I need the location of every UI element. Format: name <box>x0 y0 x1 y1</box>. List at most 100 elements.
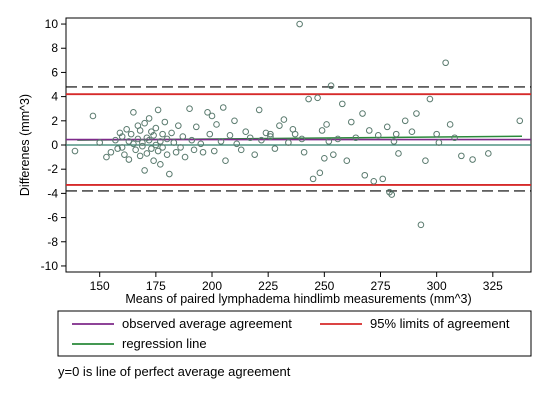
data-point <box>222 157 229 165</box>
data-point <box>296 20 303 28</box>
data-point <box>305 95 312 103</box>
data-point <box>161 118 169 126</box>
y-tick-label: 2 <box>51 114 58 128</box>
data-point <box>163 135 171 143</box>
y-tick-label: 8 <box>51 41 58 55</box>
data-point <box>300 148 308 156</box>
data-point <box>150 132 157 139</box>
data-point <box>408 128 416 135</box>
y-tick-label: -8 <box>47 235 58 249</box>
data-point <box>159 144 166 151</box>
data-point <box>166 170 173 178</box>
data-point <box>139 139 146 146</box>
data-point <box>154 106 162 114</box>
data-point <box>446 121 454 128</box>
data-point <box>114 145 121 152</box>
data-point <box>352 134 360 142</box>
data-point <box>192 123 200 131</box>
y-tick-label: -2 <box>47 162 58 176</box>
data-point <box>334 135 342 143</box>
data-point <box>361 171 369 179</box>
data-point <box>143 150 151 157</box>
y-tick-label: 10 <box>45 17 59 31</box>
y-axis-label: Differenes (mm^3) <box>18 94 32 196</box>
data-point <box>136 127 144 134</box>
data-point <box>226 132 234 139</box>
data-point <box>217 138 225 145</box>
data-point <box>330 151 337 158</box>
data-point <box>177 144 184 151</box>
data-point <box>157 161 164 168</box>
data-point <box>197 140 205 148</box>
data-point <box>163 151 171 158</box>
data-point <box>422 157 429 165</box>
data-point <box>251 151 258 158</box>
data-point <box>435 139 443 146</box>
data-point <box>219 104 227 111</box>
data-point <box>152 141 160 149</box>
data-point <box>123 125 130 133</box>
data-point <box>175 122 182 129</box>
data-point <box>469 156 476 163</box>
x-tick-label: 275 <box>370 279 390 293</box>
data-point <box>145 136 153 144</box>
data-point <box>139 142 146 150</box>
data-point <box>204 109 211 116</box>
data-point <box>145 115 153 122</box>
data-point <box>132 146 139 154</box>
legend-label-2: regression line <box>122 336 207 351</box>
data-point <box>242 128 250 135</box>
data-point <box>298 135 306 143</box>
data-point <box>267 130 274 138</box>
data-point <box>141 119 148 127</box>
data-point <box>392 130 400 138</box>
data-point <box>231 117 238 125</box>
data-point <box>190 146 198 154</box>
data-point <box>339 100 346 108</box>
data-point <box>280 116 288 123</box>
y-tick-label: -10 <box>41 259 59 273</box>
footnote: y=0 is line of perfect average agreement <box>58 364 291 379</box>
legend-label-1: 95% limits of agreement <box>370 316 510 331</box>
data-point <box>170 139 178 146</box>
data-point <box>325 138 333 145</box>
data-point <box>136 152 144 160</box>
data-point <box>365 127 373 134</box>
data-point <box>309 175 317 183</box>
data-point <box>154 147 162 155</box>
data-point <box>413 110 420 117</box>
x-axis-label: Means of paired lymphadema hindlimb meas… <box>125 292 471 306</box>
data-point <box>71 147 79 155</box>
data-point <box>347 118 355 126</box>
data-point <box>285 139 292 146</box>
y-tick-label: 0 <box>51 138 58 152</box>
data-point <box>433 130 440 138</box>
data-point <box>246 134 254 142</box>
data-point <box>451 134 458 142</box>
data-point <box>379 175 387 183</box>
x-tick-label: 175 <box>146 279 166 293</box>
data-point <box>213 121 220 128</box>
data-point <box>442 59 449 67</box>
data-point <box>134 135 142 143</box>
data-point <box>148 145 155 152</box>
data-point <box>112 136 119 144</box>
data-point <box>395 150 402 157</box>
data-point <box>181 153 189 161</box>
data-point <box>516 117 524 125</box>
data-point <box>314 94 321 102</box>
x-tick-label: 200 <box>202 279 222 293</box>
data-point <box>130 109 137 116</box>
x-tick-label: 300 <box>427 279 447 293</box>
data-point <box>130 140 137 148</box>
data-point <box>208 112 216 120</box>
data-point <box>388 191 396 198</box>
data-point <box>141 167 148 174</box>
data-point <box>485 150 492 157</box>
data-point <box>199 148 207 156</box>
data-point <box>390 138 398 145</box>
data-point <box>125 156 133 163</box>
data-point <box>150 157 157 165</box>
data-point <box>237 146 245 154</box>
y-tick-label: 6 <box>51 65 58 79</box>
